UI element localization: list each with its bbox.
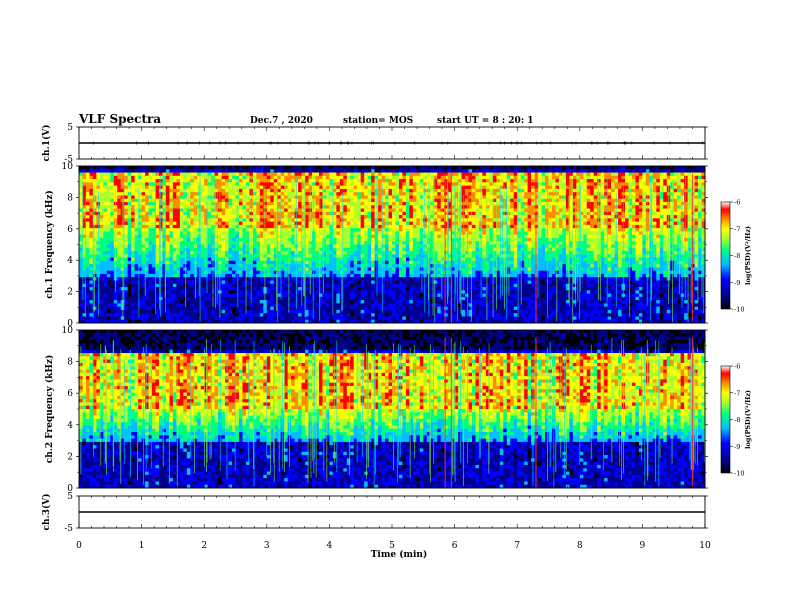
panel-ch1-waveform: 5-5ch.1(V) [41, 123, 708, 165]
y-axis-label: ch.3(V) [41, 494, 52, 531]
y-tick-label: 10 [62, 326, 74, 336]
y-tick-label: 4 [67, 421, 73, 431]
colorbar-tick-label: -8 [734, 252, 740, 260]
colorbar-label: log(PSD)(V²/Hz) [744, 390, 752, 449]
y-tick-label: 2 [67, 452, 73, 462]
y-axis-label: ch.2 Frequency (kHz) [44, 355, 55, 464]
colorbar-tick-label: -7 [734, 389, 740, 397]
header-date: Dec.7 , 2020 [250, 116, 313, 126]
figure-title: VLF Spectra [78, 112, 161, 126]
y-tick-label: 6 [67, 225, 73, 235]
x-tick-label: 10 [699, 541, 711, 551]
y-tick-label: 8 [67, 358, 73, 368]
colorbar-tick-label: -9 [734, 443, 740, 451]
x-tick-label: 8 [577, 541, 583, 551]
header-start-time: start UT = 8 : 20: 1 [437, 116, 534, 126]
x-tick-label: 1 [139, 541, 145, 551]
y-axis-label: ch.1(V) [41, 125, 52, 162]
colorbar-tick-label: -10 [734, 470, 744, 478]
y-tick-label: 6 [67, 389, 73, 399]
colorbar-tick-label: -6 [734, 363, 740, 371]
y-tick-label: -5 [64, 524, 73, 534]
x-tick-label: 7 [514, 541, 520, 551]
x-tick-label: 0 [76, 541, 82, 551]
y-tick-label: 5 [67, 492, 73, 502]
header-station: station= MOS [343, 116, 413, 126]
x-tick-label: 4 [327, 541, 333, 551]
time-axis-label: Time (min) [371, 549, 428, 560]
y-tick-label: 2 [67, 288, 73, 298]
y-tick-label: 5 [67, 123, 73, 133]
colorbar-tick-label: -10 [734, 306, 744, 314]
y-tick-label: 8 [67, 193, 73, 203]
spectrogram-cells [79, 166, 705, 323]
spectrogram-cells [79, 330, 705, 488]
colorbar [721, 366, 730, 473]
colorbar-tick-label: -8 [734, 416, 740, 424]
colorbar-tick-label: -9 [734, 279, 740, 287]
panels-group: 5-5ch.1(V)-6-7-8-9-10log(PSD)(V²/Hz)0246… [41, 123, 752, 534]
x-tick-label: 9 [640, 541, 646, 551]
colorbar [721, 202, 730, 309]
y-axis-label: ch.1 Frequency (kHz) [44, 190, 55, 299]
y-tick-label: 4 [67, 256, 73, 266]
colorbar-tick-label: -7 [734, 225, 740, 233]
colorbar-tick-label: -6 [734, 199, 740, 207]
panel-ch3-waveform: 5 -5 ch.3(V) [41, 492, 708, 534]
y-tick-label: 10 [62, 162, 74, 172]
x-tick-label: 6 [452, 541, 458, 551]
colorbar-label: log(PSD)(V²/Hz) [744, 226, 752, 285]
x-tick-label: 3 [264, 541, 270, 551]
x-tick-label: 2 [201, 541, 207, 551]
